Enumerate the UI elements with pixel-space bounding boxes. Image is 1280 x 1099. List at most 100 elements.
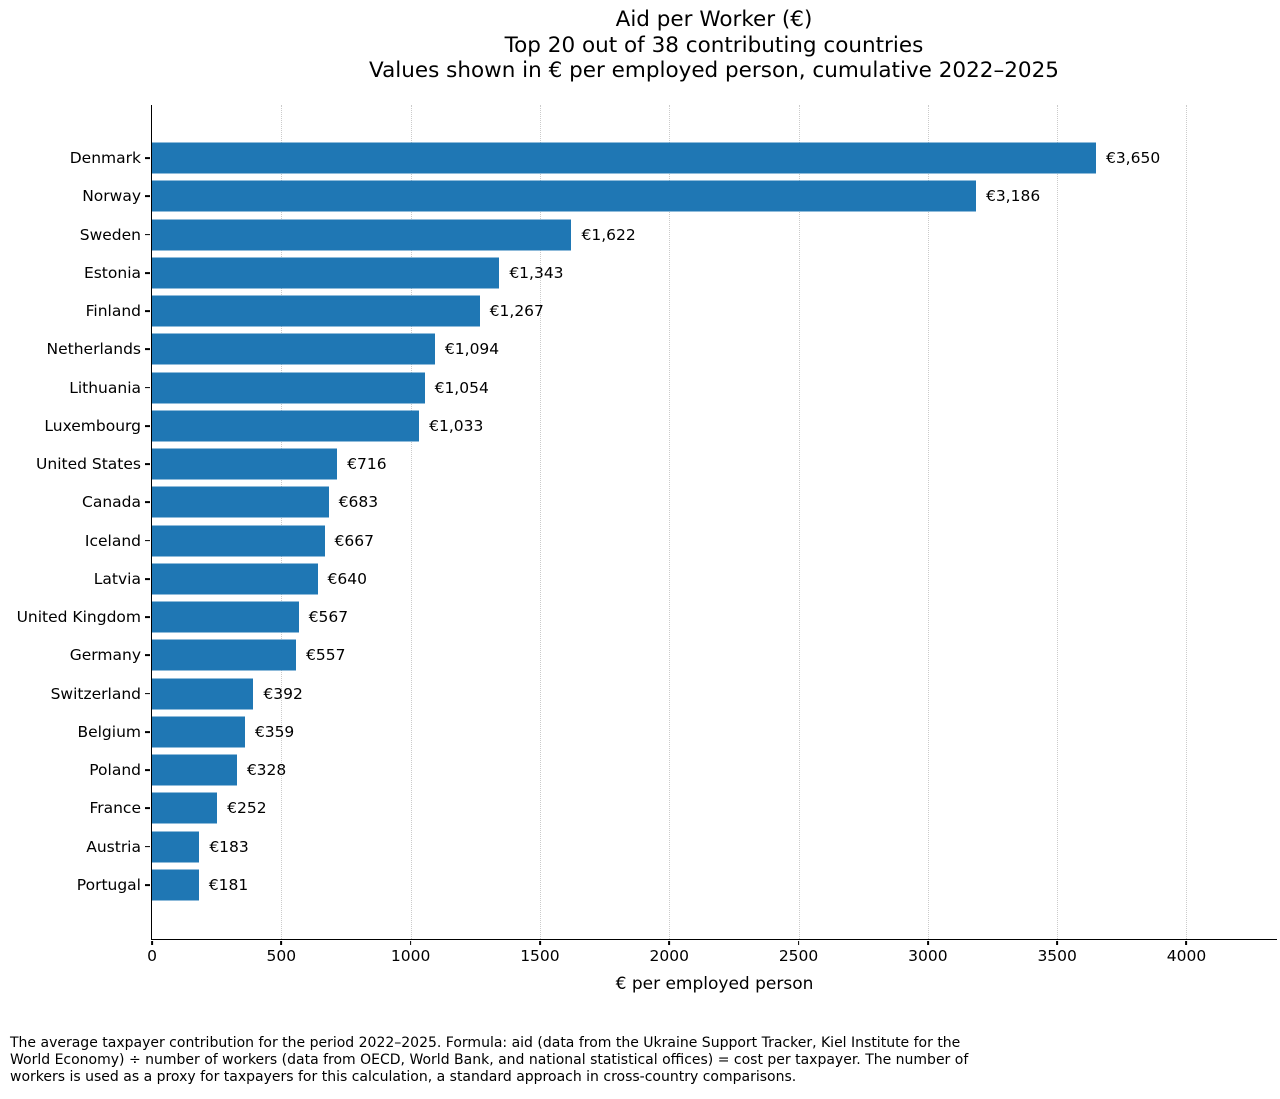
value-label-united-states: €716 — [347, 455, 387, 474]
x-tick — [151, 940, 153, 946]
y-axis-label-latvia: Latvia — [93, 569, 141, 588]
bar-germany — [152, 639, 297, 671]
gridline — [927, 105, 929, 939]
bar-united-states — [152, 448, 338, 480]
y-axis-label-luxembourg: Luxembourg — [44, 416, 141, 435]
bar-row: Lithuania €1,054 — [69, 369, 1277, 407]
y-axis-label-united-states: United States — [36, 455, 141, 474]
x-axis-label: € per employed person — [615, 974, 814, 994]
x-tick-label: 3000 — [908, 947, 948, 965]
x-tick-label: 1500 — [520, 947, 560, 965]
x-tick — [280, 940, 283, 946]
y-tick — [145, 577, 151, 580]
bar-portugal — [152, 869, 199, 901]
y-tick — [145, 845, 151, 848]
value-label-finland: €1,267 — [489, 302, 544, 321]
bar-row: United States €716 — [36, 445, 1277, 483]
x-tick-label: 1000 — [390, 947, 431, 965]
bar-finland — [152, 295, 480, 327]
gridline — [1186, 105, 1188, 939]
x-tick — [539, 940, 541, 946]
x-tick — [409, 940, 412, 946]
bar-row: Germany €557 — [70, 636, 1277, 674]
bar-netherlands — [152, 333, 435, 365]
y-axis-label-netherlands: Netherlands — [46, 340, 141, 359]
bar-poland — [152, 754, 237, 786]
x-tick-label: 2000 — [649, 947, 689, 965]
gridline — [410, 105, 412, 939]
bar-denmark — [152, 142, 1096, 174]
y-tick — [145, 730, 151, 733]
y-tick — [145, 271, 151, 274]
y-tick — [145, 310, 151, 313]
x-tick — [797, 940, 800, 946]
bar-row: Portugal €181 — [77, 866, 1277, 904]
y-axis-label-switzerland: Switzerland — [50, 684, 141, 703]
value-label-portugal: €181 — [208, 875, 249, 894]
bar-belgium — [152, 716, 245, 748]
bar-row: Latvia €640 — [94, 560, 1277, 598]
y-tick — [145, 463, 151, 466]
y-tick — [145, 769, 151, 772]
value-label-united-kingdom: €567 — [308, 608, 349, 627]
bar-row: France €252 — [89, 789, 1277, 827]
bar-estonia — [152, 257, 500, 289]
value-label-lithuania: €1,054 — [434, 378, 489, 397]
bar-united-kingdom — [152, 601, 299, 633]
x-tick-label: 500 — [266, 947, 297, 965]
footnote: The average taxpayer contribution for th… — [10, 1035, 969, 1085]
value-label-belgium: €359 — [254, 722, 295, 741]
bar-norway — [152, 180, 976, 212]
bar-row: Luxembourg €1,033 — [44, 407, 1277, 445]
x-tick — [926, 940, 929, 946]
bar-row: Belgium €359 — [77, 713, 1277, 751]
x-tick-label: 3500 — [1037, 947, 1077, 965]
bar-canada — [152, 486, 329, 518]
value-label-germany: €557 — [306, 646, 346, 665]
value-label-latvia: €640 — [327, 569, 367, 588]
plot-area: Denmark €3,650 Norway €3,186 Sweden €1,622 Est… — [17, 105, 1277, 994]
chart-title: Aid per Worker (€) Top 20 out of 38 cont… — [369, 7, 1059, 84]
bars-region: Denmark €3,650 Norway €3,186 Sweden €1,622 Est… — [17, 139, 1277, 904]
y-tick — [145, 348, 151, 351]
y-tick — [145, 616, 151, 619]
gridline — [798, 105, 800, 939]
gridline — [669, 105, 671, 939]
bar-row: Netherlands €1,094 — [47, 330, 1277, 368]
bar-row: Switzerland €392 — [51, 675, 1277, 713]
y-tick — [145, 654, 151, 657]
y-axis-label-united-kingdom: United Kingdom — [16, 608, 141, 627]
bar-row: Austria €183 — [86, 828, 1277, 866]
bar-row: Finland €1,267 — [86, 292, 1277, 330]
x-tick-label: 4000 — [1166, 947, 1207, 965]
y-axis-label-austria: Austria — [86, 837, 141, 856]
bar-row: Iceland €667 — [85, 522, 1277, 560]
y-axis-label-finland: Finland — [85, 302, 141, 321]
y-tick — [145, 157, 151, 160]
y-tick — [145, 539, 151, 542]
y-tick — [145, 233, 151, 236]
bar-lithuania — [152, 372, 425, 404]
y-axis-label-belgium: Belgium — [77, 722, 141, 741]
value-label-iceland: €667 — [334, 531, 374, 550]
gridline — [281, 105, 283, 939]
value-label-sweden: €1,622 — [581, 225, 636, 244]
bar-row: Canada €683 — [82, 483, 1277, 521]
bar-row: Denmark €3,650 — [70, 139, 1277, 177]
bar-latvia — [152, 563, 318, 595]
x-tick — [1056, 940, 1059, 946]
bar-row: United Kingdom €567 — [17, 598, 1277, 636]
gridline — [539, 105, 541, 939]
bar-row: Poland €328 — [89, 751, 1277, 789]
y-axis-label-norway: Norway — [82, 187, 141, 206]
value-label-luxembourg: €1,033 — [429, 416, 484, 435]
value-label-denmark: €3,650 — [1105, 149, 1161, 168]
y-axis-label-poland: Poland — [89, 761, 141, 780]
bar-switzerland — [152, 678, 254, 710]
y-axis-label-denmark: Denmark — [69, 149, 141, 168]
bar-france — [152, 792, 218, 824]
bar-austria — [152, 831, 200, 863]
y-axis-label-iceland: Iceland — [84, 531, 141, 550]
y-axis-label-canada: Canada — [82, 493, 141, 512]
